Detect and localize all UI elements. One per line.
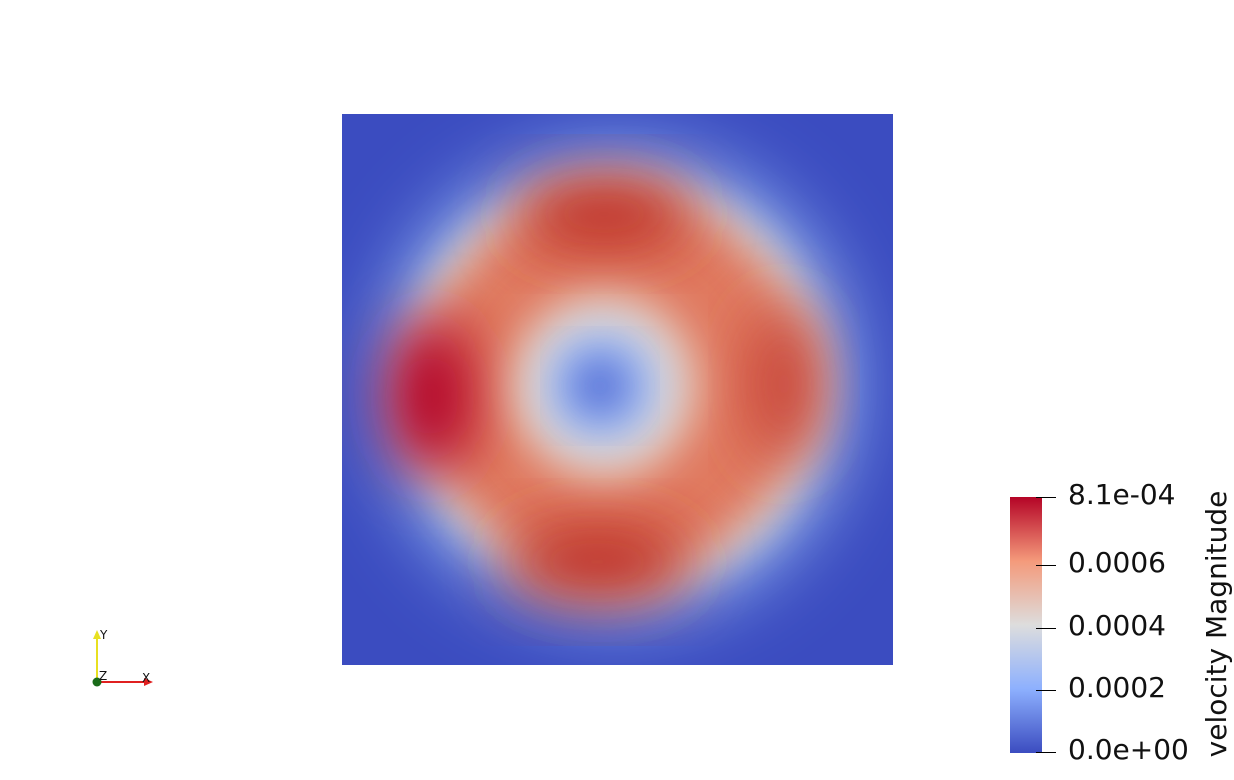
colorbar-gradient	[1010, 497, 1042, 753]
colorbar-title: velocity Magnitude	[1200, 490, 1233, 758]
x-axis-label: X	[142, 671, 150, 685]
colorbar-tick-2	[1036, 628, 1056, 629]
colorbar-tick-label: 0.0002	[1068, 671, 1166, 704]
center-vortex	[570, 356, 630, 416]
colorbar-tick-3	[1036, 690, 1056, 691]
colorbar-tick-0	[1036, 497, 1056, 498]
colorbar-tick-label: 0.0004	[1068, 609, 1166, 642]
z-axis-label: Z	[99, 669, 107, 683]
colorbar-tick-1	[1036, 565, 1056, 566]
orientation-axes-widget[interactable]: Y X Z	[85, 624, 165, 694]
y-axis-arrow	[93, 630, 101, 639]
colorbar-tick-label: 0.0006	[1068, 546, 1166, 579]
hotspot-bottom	[502, 520, 692, 604]
colorbar-max-label: 8.1e-04	[1068, 478, 1176, 511]
colorbar-tick-4	[1036, 752, 1056, 753]
x-axis-arrow	[144, 678, 153, 686]
y-axis-label: Y	[99, 628, 108, 642]
hotspot-top	[514, 174, 694, 254]
colorbar-min-label: 0.0e+00	[1068, 733, 1189, 766]
velocity-field-plot	[342, 114, 893, 665]
hotspot-left	[385, 316, 475, 476]
z-axis-marker	[92, 677, 102, 687]
hotspot-right	[746, 306, 822, 462]
render-viewport[interactable]	[342, 114, 893, 665]
